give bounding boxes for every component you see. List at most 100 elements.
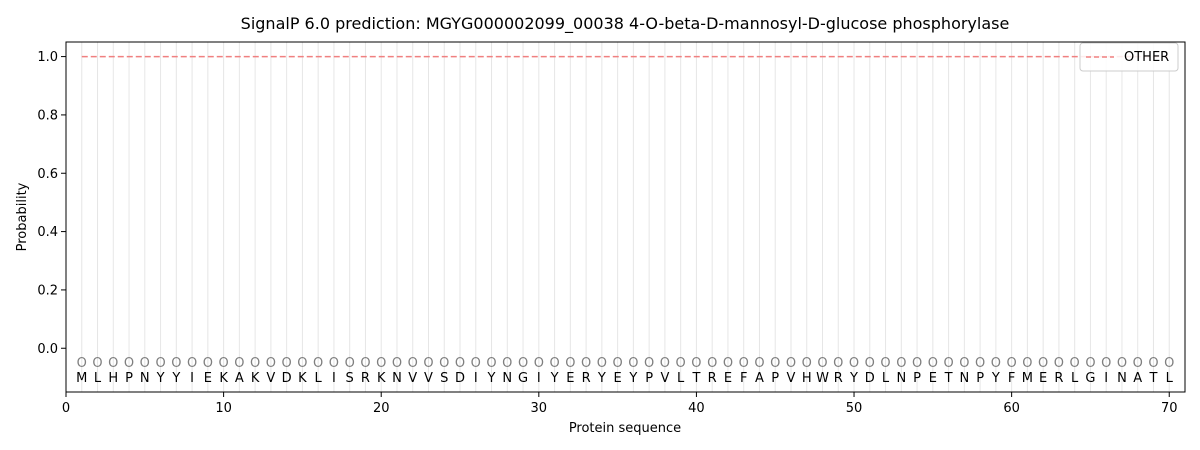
residue-label: E xyxy=(566,371,574,386)
residue-label: K xyxy=(251,371,260,386)
legend: OTHER xyxy=(1079,42,1179,72)
legend-box xyxy=(1079,42,1179,72)
y-tick-label: 1.0 xyxy=(37,50,58,65)
residue-label: G xyxy=(1085,371,1095,386)
region-label: O xyxy=(1133,356,1143,371)
residue-label: V xyxy=(266,371,275,386)
region-label: O xyxy=(928,356,938,371)
residue-label: P xyxy=(976,371,984,386)
region-label: O xyxy=(392,356,402,371)
residue-label: R xyxy=(361,371,370,386)
residue-label: L xyxy=(677,371,685,386)
region-label: O xyxy=(739,356,749,371)
residue-label: V xyxy=(787,371,796,386)
region-label: O xyxy=(676,356,686,371)
residue-label: I xyxy=(537,371,541,386)
region-label: O xyxy=(329,356,339,371)
residue-label: I xyxy=(332,371,336,386)
region-label: O xyxy=(108,356,118,371)
residue-label: N xyxy=(502,371,512,386)
residue-label: P xyxy=(913,371,921,386)
region-label: O xyxy=(1085,356,1095,371)
region-label: O xyxy=(455,356,465,371)
region-label: O xyxy=(266,356,276,371)
region-label: O xyxy=(644,356,654,371)
region-label: O xyxy=(1148,356,1158,371)
x-axis-label: Protein sequence xyxy=(569,421,681,436)
region-label: O xyxy=(707,356,717,371)
residue-label: D xyxy=(282,371,292,386)
region-label: O xyxy=(77,356,87,371)
region-label: O xyxy=(880,356,890,371)
y-tick-label: 0.4 xyxy=(37,225,58,240)
region-label: O xyxy=(1007,356,1017,371)
region-label: O xyxy=(549,356,559,371)
region-label: O xyxy=(691,356,701,371)
legend-label-other: OTHER xyxy=(1124,50,1169,65)
region-label: O xyxy=(786,356,796,371)
y-tick-label: 0.6 xyxy=(37,167,58,182)
region-label: O xyxy=(518,356,528,371)
residue-label: Y xyxy=(849,371,858,386)
residue-label: L xyxy=(1166,371,1174,386)
residue-label: F xyxy=(740,371,747,386)
region-label: O xyxy=(218,356,228,371)
x-tick-label: 70 xyxy=(1161,401,1178,416)
residue-label: E xyxy=(724,371,732,386)
residue-grid xyxy=(81,42,1170,392)
residue-label: N xyxy=(1117,371,1127,386)
region-label: O xyxy=(770,356,780,371)
residue-label: W xyxy=(816,371,829,386)
region-label: O xyxy=(297,356,307,371)
y-axis-label: Probability xyxy=(15,182,30,251)
region-label: O xyxy=(140,356,150,371)
residue-label: N xyxy=(392,371,402,386)
region-label: O xyxy=(991,356,1001,371)
residue-label: P xyxy=(645,371,653,386)
residue-label: I xyxy=(190,371,194,386)
y-tick-label: 0.2 xyxy=(37,283,58,298)
region-label: O xyxy=(817,356,827,371)
x-tick-label: 40 xyxy=(688,401,705,416)
region-label: O xyxy=(486,356,496,371)
plot-area-frame xyxy=(65,41,1186,393)
region-label: O xyxy=(660,356,670,371)
residue-label: L xyxy=(94,371,102,386)
residue-label: S xyxy=(346,371,354,386)
region-label: O xyxy=(628,356,638,371)
region-label: O xyxy=(423,356,433,371)
region-label: O xyxy=(92,356,102,371)
residue-label: S xyxy=(440,371,448,386)
residue-label: T xyxy=(1149,371,1158,386)
x-tick-label: 10 xyxy=(215,401,232,416)
region-label: O xyxy=(849,356,859,371)
region-label: O xyxy=(534,356,544,371)
residue-label: T xyxy=(944,371,953,386)
region-label: O xyxy=(313,356,323,371)
residue-label: E xyxy=(1039,371,1047,386)
residue-label: L xyxy=(1071,371,1079,386)
region-label: O xyxy=(250,356,260,371)
residue-label: A xyxy=(755,371,764,386)
region-label: O xyxy=(203,356,213,371)
sequence-labels: OMOLOHOPONOYOYOIOEOKOAOKOVODOKOLOIOSOROK… xyxy=(76,356,1174,386)
residue-label: I xyxy=(474,371,478,386)
region-label: O xyxy=(124,356,134,371)
residue-label: M xyxy=(1022,371,1033,386)
residue-label: Y xyxy=(991,371,1000,386)
region-label: O xyxy=(1164,356,1174,371)
residue-label: T xyxy=(691,371,700,386)
residue-label: Y xyxy=(171,371,180,386)
residue-label: Y xyxy=(550,371,559,386)
region-label: O xyxy=(896,356,906,371)
residue-label: L xyxy=(882,371,890,386)
residue-label: E xyxy=(614,371,622,386)
residue-label: R xyxy=(1054,371,1063,386)
residue-label: Y xyxy=(597,371,606,386)
region-label: O xyxy=(171,356,181,371)
region-label: O xyxy=(360,356,370,371)
x-tick-label: 20 xyxy=(373,401,390,416)
region-label: O xyxy=(865,356,875,371)
residue-label: P xyxy=(771,371,779,386)
